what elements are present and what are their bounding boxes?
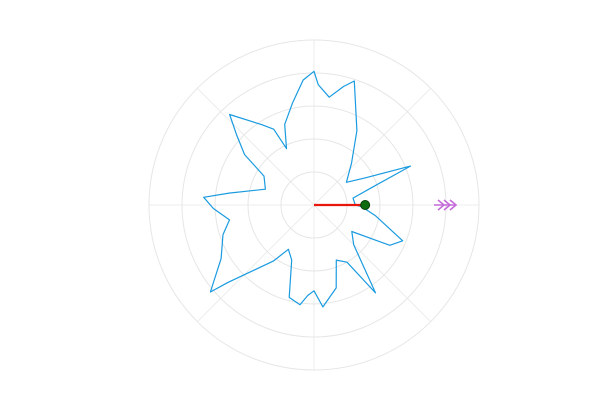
leaf-outline-series	[203, 70, 411, 308]
grid-spoke-135	[196, 87, 315, 206]
grid-spoke-45	[313, 87, 432, 206]
grid-circle-3	[214, 105, 414, 305]
grid-circle-2	[247, 138, 381, 272]
grid-circle-5	[148, 39, 480, 371]
grid-spoke-315	[313, 204, 432, 323]
grid-spoke-225	[196, 204, 315, 323]
endpoint-marker	[360, 200, 371, 210]
polar-series	[203, 70, 458, 308]
direction-arrow-marker	[434, 199, 458, 211]
